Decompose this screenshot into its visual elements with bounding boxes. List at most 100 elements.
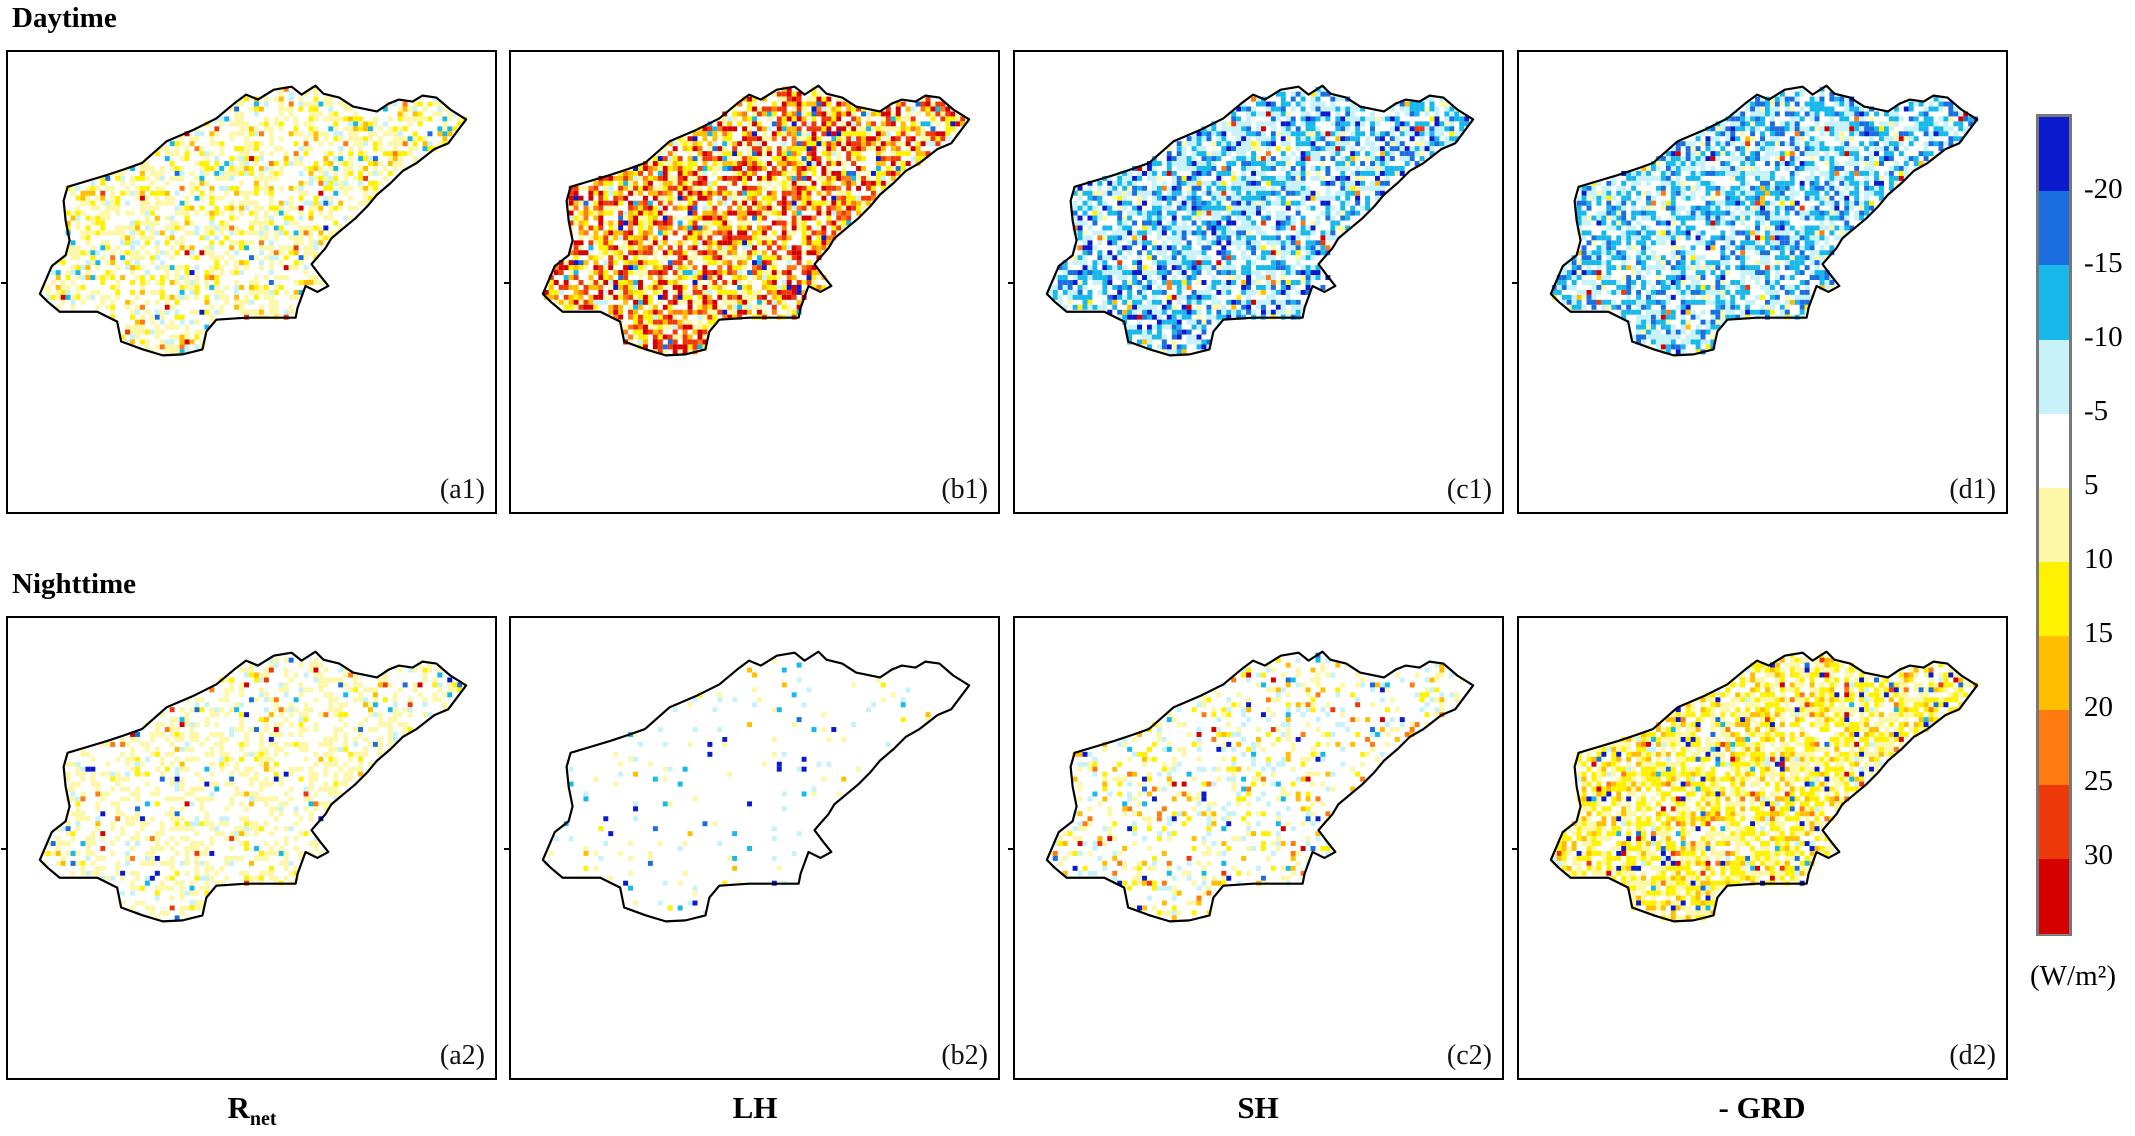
map-cell (1226, 270, 1232, 276)
map-cell (1206, 200, 1212, 206)
map-cell (702, 166, 708, 171)
map-cell (135, 240, 140, 246)
map-cell (358, 166, 364, 171)
map-cell (1191, 289, 1197, 295)
map-cell (1384, 156, 1390, 162)
map-cell (687, 210, 693, 216)
map-cell (1270, 121, 1276, 127)
map-cell (593, 294, 599, 300)
map-cell (831, 230, 837, 236)
map-cell (1260, 200, 1266, 206)
map-cell (752, 121, 757, 127)
map-cell (139, 339, 145, 345)
map-cell (268, 126, 274, 132)
map-cell (338, 131, 344, 137)
map-cell (288, 161, 294, 167)
map-cell (253, 280, 259, 285)
map-cell (1270, 289, 1276, 295)
map-cell (125, 324, 131, 330)
map-cell (1315, 195, 1321, 201)
map-cell (752, 106, 757, 112)
map-cell (1256, 195, 1261, 201)
map-cell (558, 284, 564, 290)
map-cell (283, 210, 289, 216)
map-cell (1300, 185, 1306, 191)
map-cell (397, 151, 403, 157)
map-cell (841, 121, 847, 127)
map-cell (613, 235, 619, 241)
map-cell (1439, 126, 1445, 132)
map-cell (1285, 284, 1291, 290)
map-cell (1265, 166, 1271, 171)
map-cell (1399, 101, 1405, 107)
map-cell (1335, 116, 1341, 122)
map-cell (169, 151, 175, 157)
map-cell (811, 121, 817, 127)
map-cell (727, 265, 733, 271)
map-cell (323, 175, 329, 181)
map-cell (1444, 141, 1450, 147)
map-cell (105, 185, 111, 191)
map-cell (1077, 304, 1083, 310)
map-cell (870, 170, 876, 176)
map-cell (135, 304, 140, 310)
map-cell (806, 121, 812, 127)
map-cell (1206, 166, 1212, 171)
map-cell (1171, 304, 1177, 310)
map-cell (608, 289, 614, 295)
map-cell (672, 141, 678, 147)
map-cell (831, 170, 837, 176)
map-cell (1112, 304, 1118, 310)
map-cell (164, 146, 170, 152)
map-cell (110, 255, 116, 261)
map-cell (628, 230, 634, 236)
map-cell (1246, 146, 1252, 152)
map-cell (1300, 275, 1306, 281)
map-cell (209, 141, 215, 147)
map-cell (273, 146, 279, 152)
map-cell (875, 111, 881, 117)
map-cell (1062, 289, 1068, 295)
map-cell (638, 339, 643, 345)
map-cell (110, 185, 116, 191)
map-cell (1424, 146, 1430, 152)
map-cell (603, 265, 609, 271)
map-cell (1241, 161, 1247, 167)
map-cell (1107, 225, 1113, 231)
map-cell (1151, 210, 1157, 216)
map-cell (756, 220, 762, 226)
map-cell (1146, 299, 1152, 305)
map-cell (1102, 270, 1108, 276)
map-cell (771, 289, 777, 295)
map-cell (727, 195, 733, 201)
map-cell (791, 116, 797, 122)
map-cell (298, 235, 304, 241)
map-cell (771, 255, 777, 261)
map-cell (164, 215, 170, 221)
map-cell (1429, 101, 1435, 107)
map-cell (343, 161, 349, 167)
map-cell (249, 309, 254, 315)
map-cell (1280, 245, 1286, 251)
map-cell (397, 111, 403, 117)
map-cell (603, 270, 609, 276)
map-cell (1310, 146, 1316, 152)
map-cell (1290, 220, 1296, 226)
map-cell (70, 280, 76, 285)
map-cell (348, 146, 354, 152)
map-cell (1117, 230, 1123, 236)
map-cell (387, 126, 393, 132)
map-cell (667, 156, 673, 162)
map-cell (234, 111, 240, 117)
map-cell (697, 235, 703, 241)
map-cell (856, 166, 862, 171)
map-cell (1241, 106, 1247, 112)
map-cell (293, 294, 299, 300)
map-cell (1221, 265, 1227, 271)
map-cell (1429, 131, 1435, 137)
map-cell (45, 284, 51, 290)
map-cell (1355, 141, 1361, 147)
map-cell (866, 146, 871, 152)
map-cell (1340, 116, 1346, 122)
map-cell (732, 294, 738, 300)
